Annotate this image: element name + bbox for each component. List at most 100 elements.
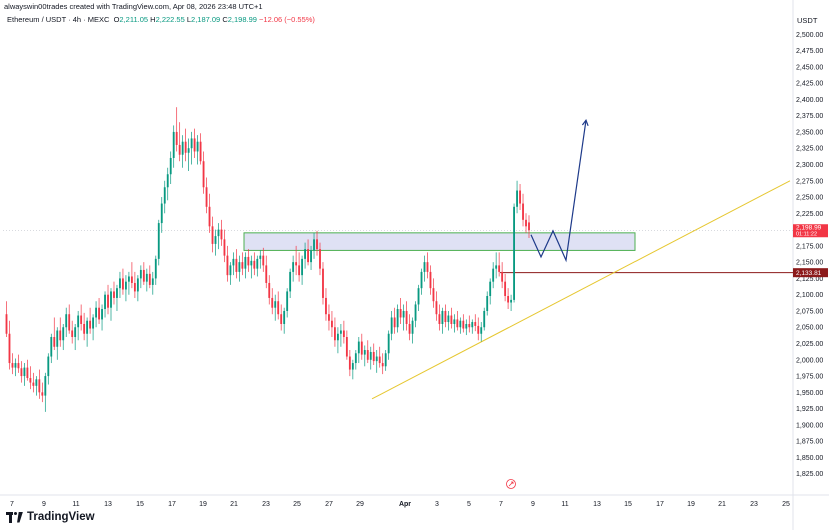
price-tick-label: 2,375.00 <box>796 113 823 120</box>
bullish-candle <box>190 138 193 149</box>
bearish-candle <box>468 323 471 328</box>
bearish-candle <box>501 271 504 282</box>
bearish-candle <box>142 269 145 282</box>
high-label: H <box>150 15 156 24</box>
price-tick-label: 2,300.00 <box>796 162 823 169</box>
time-tick-label: 21 <box>718 501 726 508</box>
bullish-candle <box>465 323 468 329</box>
bearish-candle <box>435 301 438 315</box>
bullish-candle <box>313 239 315 251</box>
price-tick-label: 2,000.00 <box>796 357 823 364</box>
time-tick-label: 23 <box>750 501 758 508</box>
price-tick-label: 2,100.00 <box>796 292 823 299</box>
low-value: 2,187.09 <box>191 15 221 24</box>
time-tick-label: 3 <box>435 501 439 508</box>
bearish-candle <box>59 330 62 341</box>
price-tick-label: 1,925.00 <box>796 406 823 413</box>
bullish-candle <box>136 278 139 292</box>
bullish-candle <box>181 141 184 155</box>
bullish-candle <box>447 315 450 323</box>
bullish-candle <box>172 131 175 158</box>
bullish-candle <box>65 314 68 328</box>
bullish-candle <box>232 258 235 266</box>
bearish-candle <box>205 187 208 207</box>
bullish-candle <box>163 187 166 204</box>
bullish-candle <box>339 330 342 334</box>
price-tick-label: 2,250.00 <box>796 195 823 202</box>
bearish-candle <box>271 297 274 308</box>
price-tick-label: 1,975.00 <box>796 374 823 381</box>
bearish-candle <box>211 226 214 244</box>
resistance-zone[interactable] <box>243 232 636 251</box>
price-tick-label: 2,275.00 <box>796 178 823 185</box>
bearish-candle <box>372 351 375 362</box>
bullish-candle <box>62 327 65 341</box>
bearish-candle <box>20 368 23 377</box>
bullish-candle <box>417 288 420 305</box>
bullish-candle <box>14 363 17 368</box>
time-tick-label: 15 <box>624 501 632 508</box>
tradingview-logo[interactable]: TradingView <box>6 511 95 523</box>
bearish-candle <box>265 265 268 283</box>
bullish-candle <box>110 291 112 308</box>
bearish-candle <box>474 322 477 326</box>
bearish-candle <box>405 310 408 324</box>
bullish-candle <box>369 351 372 360</box>
bearish-candle <box>17 363 20 369</box>
bullish-candle <box>196 141 199 152</box>
bullish-candle <box>402 310 405 318</box>
bullish-candle <box>396 309 399 328</box>
support-price-badge <box>793 268 828 278</box>
bearish-candle <box>345 337 348 357</box>
projection-path[interactable] <box>530 120 587 263</box>
bullish-candle <box>160 203 163 224</box>
bearish-candle <box>498 265 501 272</box>
symbol-label[interactable]: Ethereum / USDT · 4h · MEXC <box>7 15 110 24</box>
time-tick-label: 15 <box>136 501 144 508</box>
bullish-candle <box>387 333 390 354</box>
bullish-candle <box>154 258 157 279</box>
bullish-candle <box>510 299 513 303</box>
bearish-candle <box>193 138 196 152</box>
bearish-candle <box>175 131 178 145</box>
ascending-trendline[interactable] <box>371 180 791 400</box>
bullish-candle <box>483 310 486 328</box>
bullish-candle <box>283 310 286 324</box>
bearish-candle <box>319 249 321 269</box>
bullish-candle <box>357 341 360 354</box>
bearish-candle <box>253 260 256 269</box>
bullish-candle <box>423 262 426 272</box>
current-price-label: 2,198.99 <box>796 225 822 232</box>
bearish-candle <box>11 363 14 368</box>
bullish-candle <box>390 317 393 334</box>
time-tick-label: 25 <box>293 501 301 508</box>
time-tick-label: 29 <box>356 501 364 508</box>
bearish-candle <box>202 161 205 188</box>
bearish-candle <box>462 320 465 329</box>
bullish-candle <box>289 271 292 292</box>
bullish-candle <box>441 310 444 324</box>
open-value: 2,211.05 <box>119 15 149 24</box>
bullish-candle <box>304 249 306 259</box>
bearish-candle <box>348 356 351 370</box>
bearish-candle <box>507 295 510 303</box>
time-tick-label: 11 <box>561 501 568 508</box>
bullish-candle <box>119 278 121 289</box>
bearish-candle <box>295 262 298 266</box>
bullish-candle <box>56 330 59 347</box>
close-value: 2,198.99 <box>227 15 257 24</box>
time-tick-label: 25 <box>782 501 790 508</box>
bullish-candle <box>127 276 130 282</box>
bullish-candle <box>516 190 518 207</box>
bearish-candle <box>98 307 100 320</box>
time-tick-label: 27 <box>325 501 333 508</box>
time-tick-label: 21 <box>230 501 238 508</box>
bearish-candle <box>366 350 369 360</box>
price-tick-label: 2,025.00 <box>796 341 823 348</box>
bullish-candle <box>139 269 142 279</box>
price-tick-label: 2,150.00 <box>796 260 823 267</box>
change-value: −12.06 (−0.55%) <box>259 15 315 24</box>
bearish-candle <box>53 337 56 347</box>
bearish-candle <box>444 310 447 323</box>
